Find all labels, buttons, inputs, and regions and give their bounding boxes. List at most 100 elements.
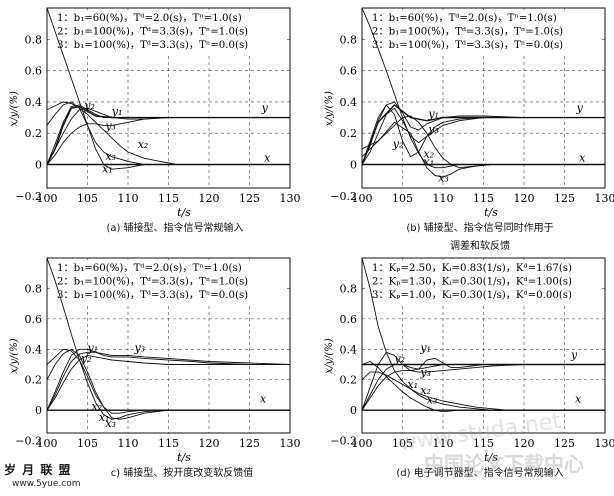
y-axis-label: x/y/(%) [324, 338, 335, 373]
x-tick-label: 110 [118, 192, 139, 205]
chart-panel-c: 100 105 110 115 120 125 130 −0.2 0 0.2 0.4 0.6 0.8 t/… [9, 257, 301, 464]
x-tick-label: 125 [239, 437, 260, 450]
caption-a: (a) 辅接型、指令信号常规输入 [40, 219, 310, 234]
caption-b: (b) 辅接型、指令信号同时作用于 调差和软反馈 [355, 219, 605, 252]
legend-entry-2: 2：b₁=100(%)，Tᵈ=3.3(s)，Tⁿ=1.0(s) [57, 276, 248, 288]
x-axis-label: t/s [484, 206, 498, 219]
curve-label: y₁ [419, 342, 431, 355]
y-tick-label: 0.6 [340, 65, 358, 78]
legend-background [53, 10, 286, 53]
site-url-watermark: www.5yue.com [12, 479, 81, 489]
y-tick-label: 0.2 [25, 127, 43, 140]
y-tick-label: 0.4 [340, 343, 358, 356]
x-tick-label: 100 [352, 192, 373, 205]
curve-label: y [576, 101, 584, 114]
x-tick-label: 110 [433, 437, 454, 450]
y-axis-label: x/y/(%) [9, 338, 20, 373]
y-tick-label: 0.6 [25, 313, 43, 326]
y-tick-label: −0.2 [15, 190, 42, 203]
x-tick-label: 105 [77, 192, 98, 205]
curve-label: y [570, 348, 578, 361]
x-tick-label: 120 [199, 192, 220, 205]
series-line-x-5 [47, 101, 290, 165]
x-tick-label: 100 [37, 192, 58, 205]
caption-c-line1: c) 辅接型、按开度改变软反馈值 [110, 468, 254, 479]
legend: 1：Kₚ=2.50，Kᵢ=0.83(1/s)，Kᵈ=1.67(s) 2：Kₚ=1.… [368, 260, 601, 303]
curve-label: x₁ [407, 378, 418, 391]
legend: 1：b₁=60(%)，Tᵈ=2.0(s)，Tⁿ=1.0(s) 2：b₁=100(%… [53, 260, 286, 303]
y-tick-label: 0.4 [25, 96, 43, 109]
x-tick-label: 125 [554, 437, 575, 450]
y-tick-label: 0.2 [340, 127, 358, 140]
legend-entry-1: 1：b₁=60(%)，Tᵈ=2.0(s)，Tⁿ=1.0(s) [57, 262, 242, 274]
curve-label: y [261, 101, 269, 114]
curve-label: x₂ [92, 400, 103, 413]
y-tick-label: 0.2 [340, 374, 358, 387]
y-tick-label: 0.4 [340, 96, 358, 109]
curve-label: x₁ [102, 162, 113, 175]
legend-background [368, 10, 601, 53]
series-line-x-5 [362, 371, 605, 411]
x-tick-label: 100 [37, 437, 58, 450]
x-tick-label: 105 [392, 192, 413, 205]
caption-c: c) 辅接型、按开度改变软反馈值 [62, 464, 302, 479]
y-tick-label: −0.2 [330, 190, 357, 203]
legend-entry-3: 3：b₁=100(%)，Tᵈ=3.3(s)，Tⁿ=0.0(s) [57, 289, 248, 301]
curve-label: y₃ [104, 119, 116, 132]
chart-panel-b: 100 105 110 115 120 125 130 −0.2 0 0.2 0.4 0.6 0.8 t/… [324, 7, 614, 219]
curve-label: y₃ [419, 366, 431, 379]
y-tick-label: 0 [350, 159, 357, 172]
legend-entry-2: 2：b₁=100(%)，Tᵈ=3.3(s)，Tⁿ=1.0(s) [372, 26, 563, 38]
y-tick-label: −0.2 [330, 435, 357, 448]
legend-entry-3: 3：Kₚ=1.00，Kᵢ=0.30(1/s)，Kᵈ=0.00(s) [372, 289, 572, 301]
plot-frame [361, 7, 606, 189]
x-tick-label: 115 [158, 192, 179, 205]
x-tick-label: 115 [473, 192, 494, 205]
curve-label: y₂ [80, 352, 92, 365]
legend-background [53, 260, 286, 303]
curve-label: x₃ [438, 172, 449, 185]
x-tick-label: 120 [514, 437, 535, 450]
legend-entry-3: 3：b₁=100(%)，Tᵈ=3.3(s)，Tⁿ=0.0(s) [57, 39, 248, 51]
curve-label: y₂ [393, 352, 405, 365]
y-tick-label: 0.8 [25, 33, 43, 46]
bottom-right-watermark: 中国论文下载中心 [424, 452, 584, 476]
y-axis-label: x/y/(%) [324, 91, 335, 126]
curve-label: y₁ [111, 105, 123, 118]
x-tick-label: 105 [77, 437, 98, 450]
legend-entry-3: 3：b₁=100(%)，Tᵈ=3.3(s)，Tⁿ=0.0(s) [372, 39, 563, 51]
series-line-y-2 [362, 364, 605, 411]
curve-label: x₂ [138, 138, 149, 151]
curve-label: x₂ [424, 147, 435, 160]
x-axis-label: t/s [484, 451, 498, 464]
legend-entry-1: 1：b₁=60(%)，Tᵈ=2.0(s)，Tⁿ=1.0(s) [57, 12, 242, 24]
plot-frame [46, 257, 291, 434]
curve-label: x [260, 393, 267, 406]
x-tick-label: 105 [392, 437, 413, 450]
y-tick-label: −0.2 [15, 435, 42, 448]
series-line-y-3 [47, 105, 290, 165]
x-tick-label: 115 [473, 437, 494, 450]
x-tick-label: 130 [595, 192, 614, 205]
y-tick-label: 0.6 [25, 65, 43, 78]
y-tick-label: 0.6 [340, 313, 358, 326]
caption-d: (d) 电子调节器型、指令信号常规输入 [350, 464, 610, 479]
legend: 1：b₁=60(%)，Tᵈ=2.0(s)，Tⁿ=1.0(s) 2：b₁=100(%… [368, 10, 601, 53]
legend-entry-1: 1：b₁=60(%)，Tᵈ=2.0(s)，Tⁿ=1.0(s) [372, 12, 557, 24]
y-tick-label: 0.4 [25, 343, 43, 356]
curve-label: y₃ [133, 342, 145, 355]
site-logo-watermark: 岁 月 联 盟 [4, 463, 72, 477]
y-tick-label: 0.8 [340, 282, 358, 295]
x-tick-label: 125 [554, 192, 575, 205]
y-tick-label: 0.8 [340, 33, 358, 46]
legend-background [368, 260, 601, 303]
legend-entry-2: 2：Kₚ=1.30，Kᵢ=0.30(1/s)，Kᵈ=1.00(s) [372, 276, 572, 288]
curve-label: y₁ [427, 108, 439, 121]
curve-label: x [579, 151, 586, 164]
legend-entry-2: 2：b₁=100(%)，Tᵈ=3.3(s)，Tⁿ=1.0(s) [57, 26, 248, 38]
y-tick-label: 0.2 [25, 374, 43, 387]
x-axis-label: t/s [177, 206, 191, 219]
curve-label: x₃ [105, 417, 116, 430]
legend-entry-1: 1：Kₚ=2.50，Kᵢ=0.83(1/s)，Kᵈ=1.67(s) [372, 262, 572, 274]
